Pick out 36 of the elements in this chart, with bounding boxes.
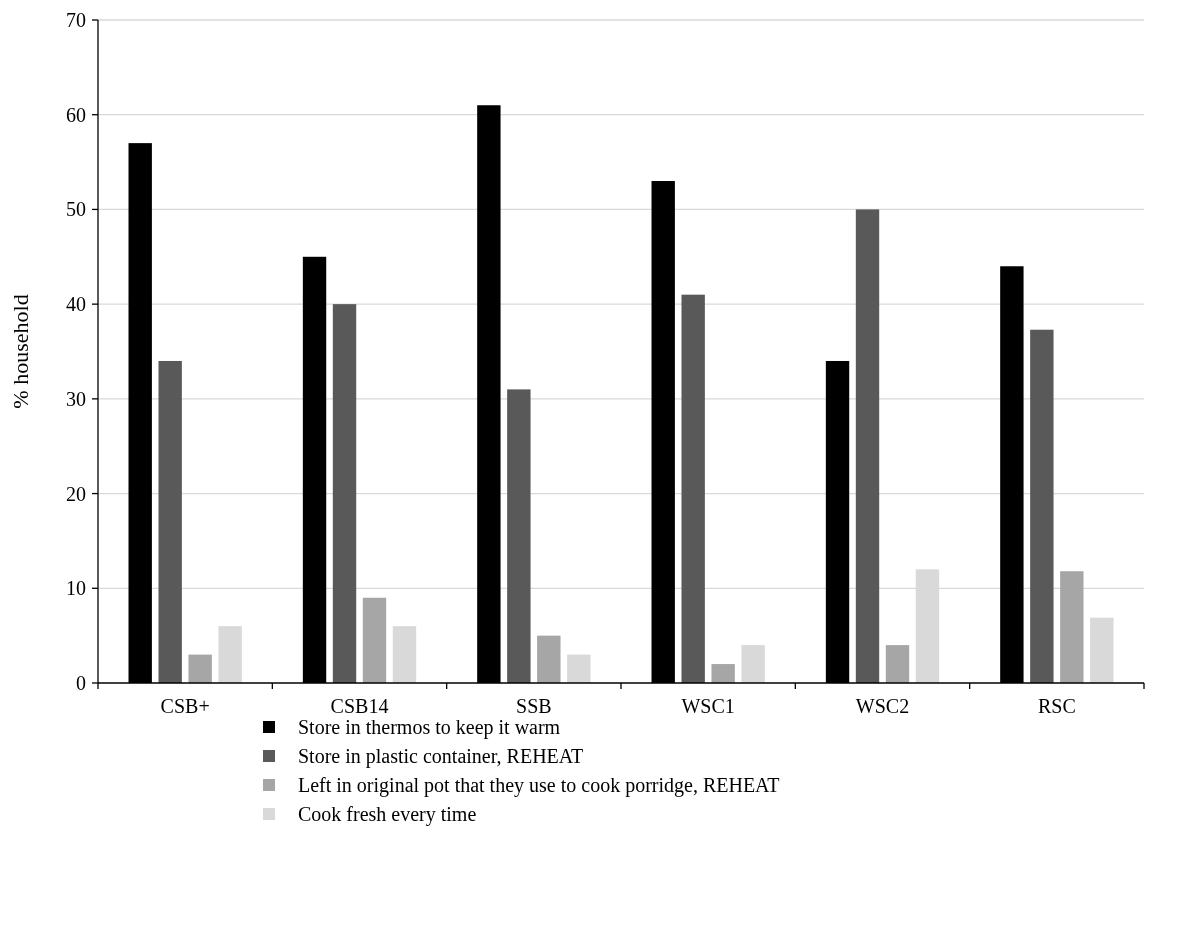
y-tick-label: 50 — [66, 198, 86, 221]
bar — [507, 389, 531, 683]
bar — [855, 209, 880, 683]
bar — [711, 664, 735, 683]
y-axis-title: % household — [8, 294, 33, 409]
x-tick-label: WSC2 — [855, 695, 910, 717]
y-tick-label: 30 — [66, 387, 86, 410]
bar — [567, 654, 591, 683]
x-tick-label: CSB14 — [330, 695, 389, 717]
y-tick-label: 70 — [66, 9, 86, 31]
bar — [537, 635, 561, 683]
bar — [741, 645, 765, 683]
y-tick-label: 60 — [66, 103, 86, 126]
x-tick-label: WSC1 — [681, 695, 735, 717]
y-tick-label: 0 — [76, 672, 86, 694]
y-tick-label: 20 — [66, 482, 86, 505]
x-tick-label: RSC — [1037, 695, 1076, 717]
legend-label: Left in original pot that they use to cook porridge, REHEAT — [298, 774, 780, 797]
bar — [681, 294, 705, 683]
x-tick-label: CSB+ — [160, 695, 210, 717]
bar — [1030, 329, 1054, 683]
bar — [218, 626, 242, 683]
y-tick-label: 10 — [66, 577, 86, 600]
bar — [392, 626, 417, 683]
y-tick-label: 40 — [66, 293, 86, 316]
bar — [188, 654, 212, 683]
legend-label: Store in plastic container, REHEAT — [298, 745, 584, 768]
legend-label: Cook fresh every time — [298, 803, 477, 826]
bar — [158, 360, 182, 683]
bar — [1060, 571, 1084, 683]
bar — [1090, 617, 1114, 683]
bar — [362, 597, 387, 683]
bar — [332, 304, 357, 683]
bar — [885, 645, 910, 683]
legend-label: Store in thermos to keep it warm — [298, 716, 561, 739]
x-tick-label: SSB — [516, 695, 552, 717]
